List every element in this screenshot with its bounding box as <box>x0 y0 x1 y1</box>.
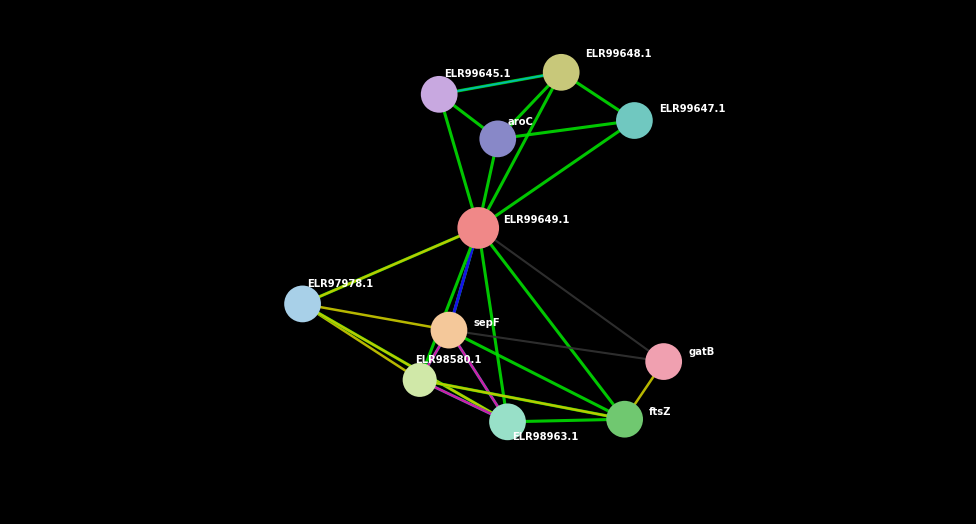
Point <box>295 300 310 308</box>
Text: gatB: gatB <box>688 347 714 357</box>
Text: ELR98963.1: ELR98963.1 <box>512 432 579 442</box>
Text: ELR98580.1: ELR98580.1 <box>415 355 481 365</box>
Text: sepF: sepF <box>473 318 500 328</box>
Point <box>490 135 506 143</box>
Point <box>553 68 569 77</box>
Point <box>470 224 486 232</box>
Text: ELR97978.1: ELR97978.1 <box>307 279 374 289</box>
Point <box>500 418 515 426</box>
Text: ELR99645.1: ELR99645.1 <box>444 69 510 79</box>
Text: ftsZ: ftsZ <box>649 407 671 417</box>
Point <box>656 357 671 366</box>
Point <box>617 415 632 423</box>
Point <box>627 116 642 125</box>
Text: aroC: aroC <box>508 117 534 127</box>
Text: ELR99649.1: ELR99649.1 <box>503 215 569 225</box>
Text: ELR99647.1: ELR99647.1 <box>659 104 725 114</box>
Point <box>431 90 447 99</box>
Point <box>441 326 457 334</box>
Text: ELR99648.1: ELR99648.1 <box>586 49 652 59</box>
Point <box>412 376 427 384</box>
